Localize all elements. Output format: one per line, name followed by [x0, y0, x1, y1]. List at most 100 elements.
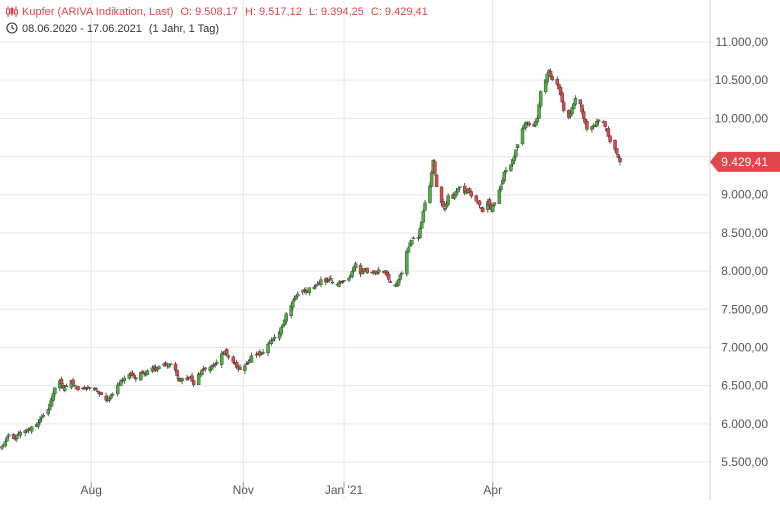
candle-body: [398, 274, 402, 280]
y-tick-label: 6.500,00: [721, 379, 768, 393]
candle-body: [115, 384, 120, 395]
candle-body: [3, 441, 8, 447]
candle-body: [30, 426, 34, 432]
candle-body: [562, 102, 566, 111]
candle-body: [347, 277, 351, 281]
candle-body: [191, 380, 196, 385]
candle-body: [606, 128, 611, 137]
candle-body: [36, 422, 41, 427]
candle-body: [11, 434, 16, 439]
candle-body: [59, 379, 64, 385]
candle-body: [39, 417, 44, 419]
candle-body: [190, 375, 194, 382]
candle-body: [96, 390, 100, 393]
candle-body: [443, 208, 447, 210]
candle-body: [71, 379, 75, 385]
candle-body: [284, 313, 288, 322]
candle-body: [246, 361, 250, 364]
candle-body: [573, 98, 578, 105]
candle-body: [330, 281, 335, 284]
candle-body: [203, 367, 207, 370]
candle-body: [439, 186, 444, 204]
candle-body: [581, 111, 586, 119]
candle-body: [428, 185, 432, 203]
candle-body: [538, 91, 543, 107]
candle-body: [312, 286, 317, 289]
candle-body: [492, 202, 497, 206]
open-value: O: 9.508,17: [180, 6, 238, 18]
candle-body: [548, 71, 553, 77]
candle-body: [215, 362, 219, 364]
candle-body: [497, 189, 502, 204]
candle-body: [616, 154, 621, 158]
candle-body: [420, 221, 424, 229]
candle-body: [433, 161, 437, 174]
candle-body: [418, 228, 422, 238]
candle-body: [504, 169, 508, 172]
candle-body: [446, 195, 450, 205]
candle-body: [243, 365, 247, 371]
y-tick-label: 9.000,00: [721, 188, 768, 202]
candle-body: [342, 280, 346, 282]
candle-body: [534, 121, 538, 126]
candle-body: [500, 180, 505, 185]
candle-body: [18, 432, 22, 436]
y-tick-label: 8.500,00: [721, 226, 768, 240]
candle-body: [213, 363, 217, 366]
candle-body: [469, 191, 473, 197]
candle-body: [421, 210, 426, 223]
candle-body: [107, 397, 112, 401]
candle-body: [53, 387, 57, 395]
candle-body: [618, 158, 622, 163]
candle-body: [377, 269, 381, 273]
candle-body: [502, 171, 507, 181]
candle-body: [175, 369, 179, 377]
candle-body: [545, 73, 549, 83]
candle-body: [603, 121, 607, 127]
candle-body: [406, 247, 411, 253]
candle-body: [122, 378, 126, 381]
candle-body: [134, 377, 138, 380]
candle-body: [6, 434, 11, 437]
candle-body: [180, 378, 184, 382]
candle-body: [109, 394, 113, 399]
candle-body: [185, 377, 189, 380]
candle-body: [261, 352, 265, 354]
candle-body: [51, 393, 55, 401]
candle-body: [64, 385, 69, 387]
candle-body: [271, 338, 275, 341]
candle-body: [340, 281, 345, 283]
candle-body: [491, 205, 495, 212]
candle-body: [145, 370, 150, 375]
candle-body: [512, 156, 516, 161]
candle-body: [560, 92, 564, 103]
candle-body: [360, 271, 364, 275]
candle-body: [63, 387, 67, 391]
candle-body: [226, 355, 231, 358]
candle-body: [590, 126, 594, 130]
candle-body: [578, 99, 583, 105]
candle-body: [423, 202, 427, 211]
candle-body: [614, 148, 619, 154]
candle-body: [41, 415, 46, 417]
candle-body: [225, 349, 229, 355]
candle-body: [474, 195, 478, 202]
candle-body: [5, 437, 9, 442]
candle-body: [220, 353, 224, 365]
instrument-name: Kupfer (ARIVA Indikation, Last): [22, 6, 174, 18]
candle-body: [87, 387, 92, 389]
y-tick-label: 11.000,00: [716, 35, 769, 49]
candle-body: [585, 121, 589, 130]
candle-body: [266, 343, 270, 354]
candle-body: [515, 144, 520, 148]
close-value: C: 9.429,41: [370, 6, 428, 18]
candle-body: [231, 356, 236, 363]
candle-body: [46, 409, 50, 415]
candle-body: [291, 301, 295, 308]
candle-body: [365, 267, 369, 274]
candle-body: [0, 446, 4, 449]
candle-body: [514, 149, 518, 157]
candle-body: [173, 363, 178, 371]
